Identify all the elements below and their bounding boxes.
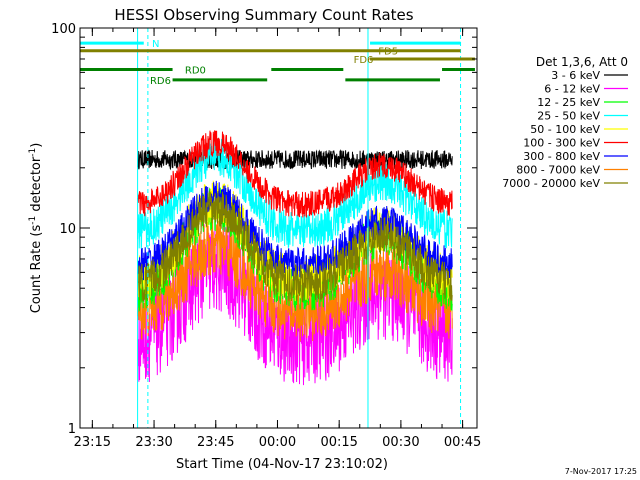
legend-label-2: 12 - 25 keV <box>537 96 600 109</box>
flag-label-FD5: FD5 <box>378 47 398 58</box>
flag-bars-layer: N FD5 FD6 RD0 RD6 <box>80 39 475 87</box>
x-tick-label-0: 23:15 <box>74 435 111 450</box>
y-axis-label: Count Rate (s-1 detector-1) <box>28 143 44 314</box>
legend-label-7: 800 - 7000 keV <box>516 164 600 177</box>
y-tick-label-1: 10 <box>59 222 76 237</box>
x-tick-label-1: 23:30 <box>135 435 172 450</box>
x-axis-label: Start Time (04-Nov-17 23:10:02) <box>176 457 388 472</box>
y-tick-label-0: 1 <box>68 422 76 437</box>
x-axis-ticks: 23:15 23:30 23:45 00:00 00:15 00:30 00:45 <box>74 28 481 450</box>
legend-label-1: 6 - 12 keV <box>544 83 600 96</box>
flag-label-RD0: RD0 <box>185 66 206 77</box>
legend-label-6: 300 - 800 keV <box>523 150 600 163</box>
legend-label-4: 50 - 100 keV <box>530 123 600 136</box>
series-line-5 <box>137 130 453 218</box>
series-layer <box>137 130 453 386</box>
x-tick-label-4: 00:15 <box>320 435 357 450</box>
legend-label-8: 7000 - 20000 keV <box>502 177 600 190</box>
vertical-lines-layer <box>137 28 462 428</box>
series-line-8 <box>137 190 453 303</box>
series-line-7 <box>137 216 453 342</box>
legend-label-3: 25 - 50 keV <box>537 110 600 123</box>
legend-label-0: 3 - 6 keV <box>551 69 600 82</box>
y-axis-label-mid: detector <box>29 156 44 216</box>
y-axis-label-sup2: -1 <box>28 148 38 157</box>
x-tick-label-2: 23:45 <box>197 435 234 450</box>
footer-timestamp: 7-Nov-2017 17:25 <box>565 467 637 476</box>
y-axis-label-end: ) <box>29 143 44 148</box>
x-tick-label-3: 00:00 <box>259 435 296 450</box>
flag-label-RD6: RD6 <box>150 76 171 87</box>
flag-label-FD6: FD6 <box>354 55 374 66</box>
series-line-1 <box>137 221 453 386</box>
y-axis-ticks: 1 10 100 <box>51 22 477 437</box>
y-tick-label-2: 100 <box>51 22 76 37</box>
y-axis-label-main: Count Rate (s <box>29 225 44 314</box>
series-line-3 <box>137 138 453 249</box>
legend-header: Det 1,3,6, Att 0 <box>536 55 628 69</box>
y-axis-label-sup1: -1 <box>28 216 38 225</box>
x-tick-label-5: 00:30 <box>382 435 419 450</box>
x-tick-label-6: 00:45 <box>444 435 481 450</box>
series-line-6 <box>137 180 453 281</box>
legend-label-5: 100 - 300 keV <box>523 137 600 150</box>
flag-label-N: N <box>152 39 159 50</box>
chart-title: HESSI Observing Summary Count Rates <box>114 6 413 24</box>
